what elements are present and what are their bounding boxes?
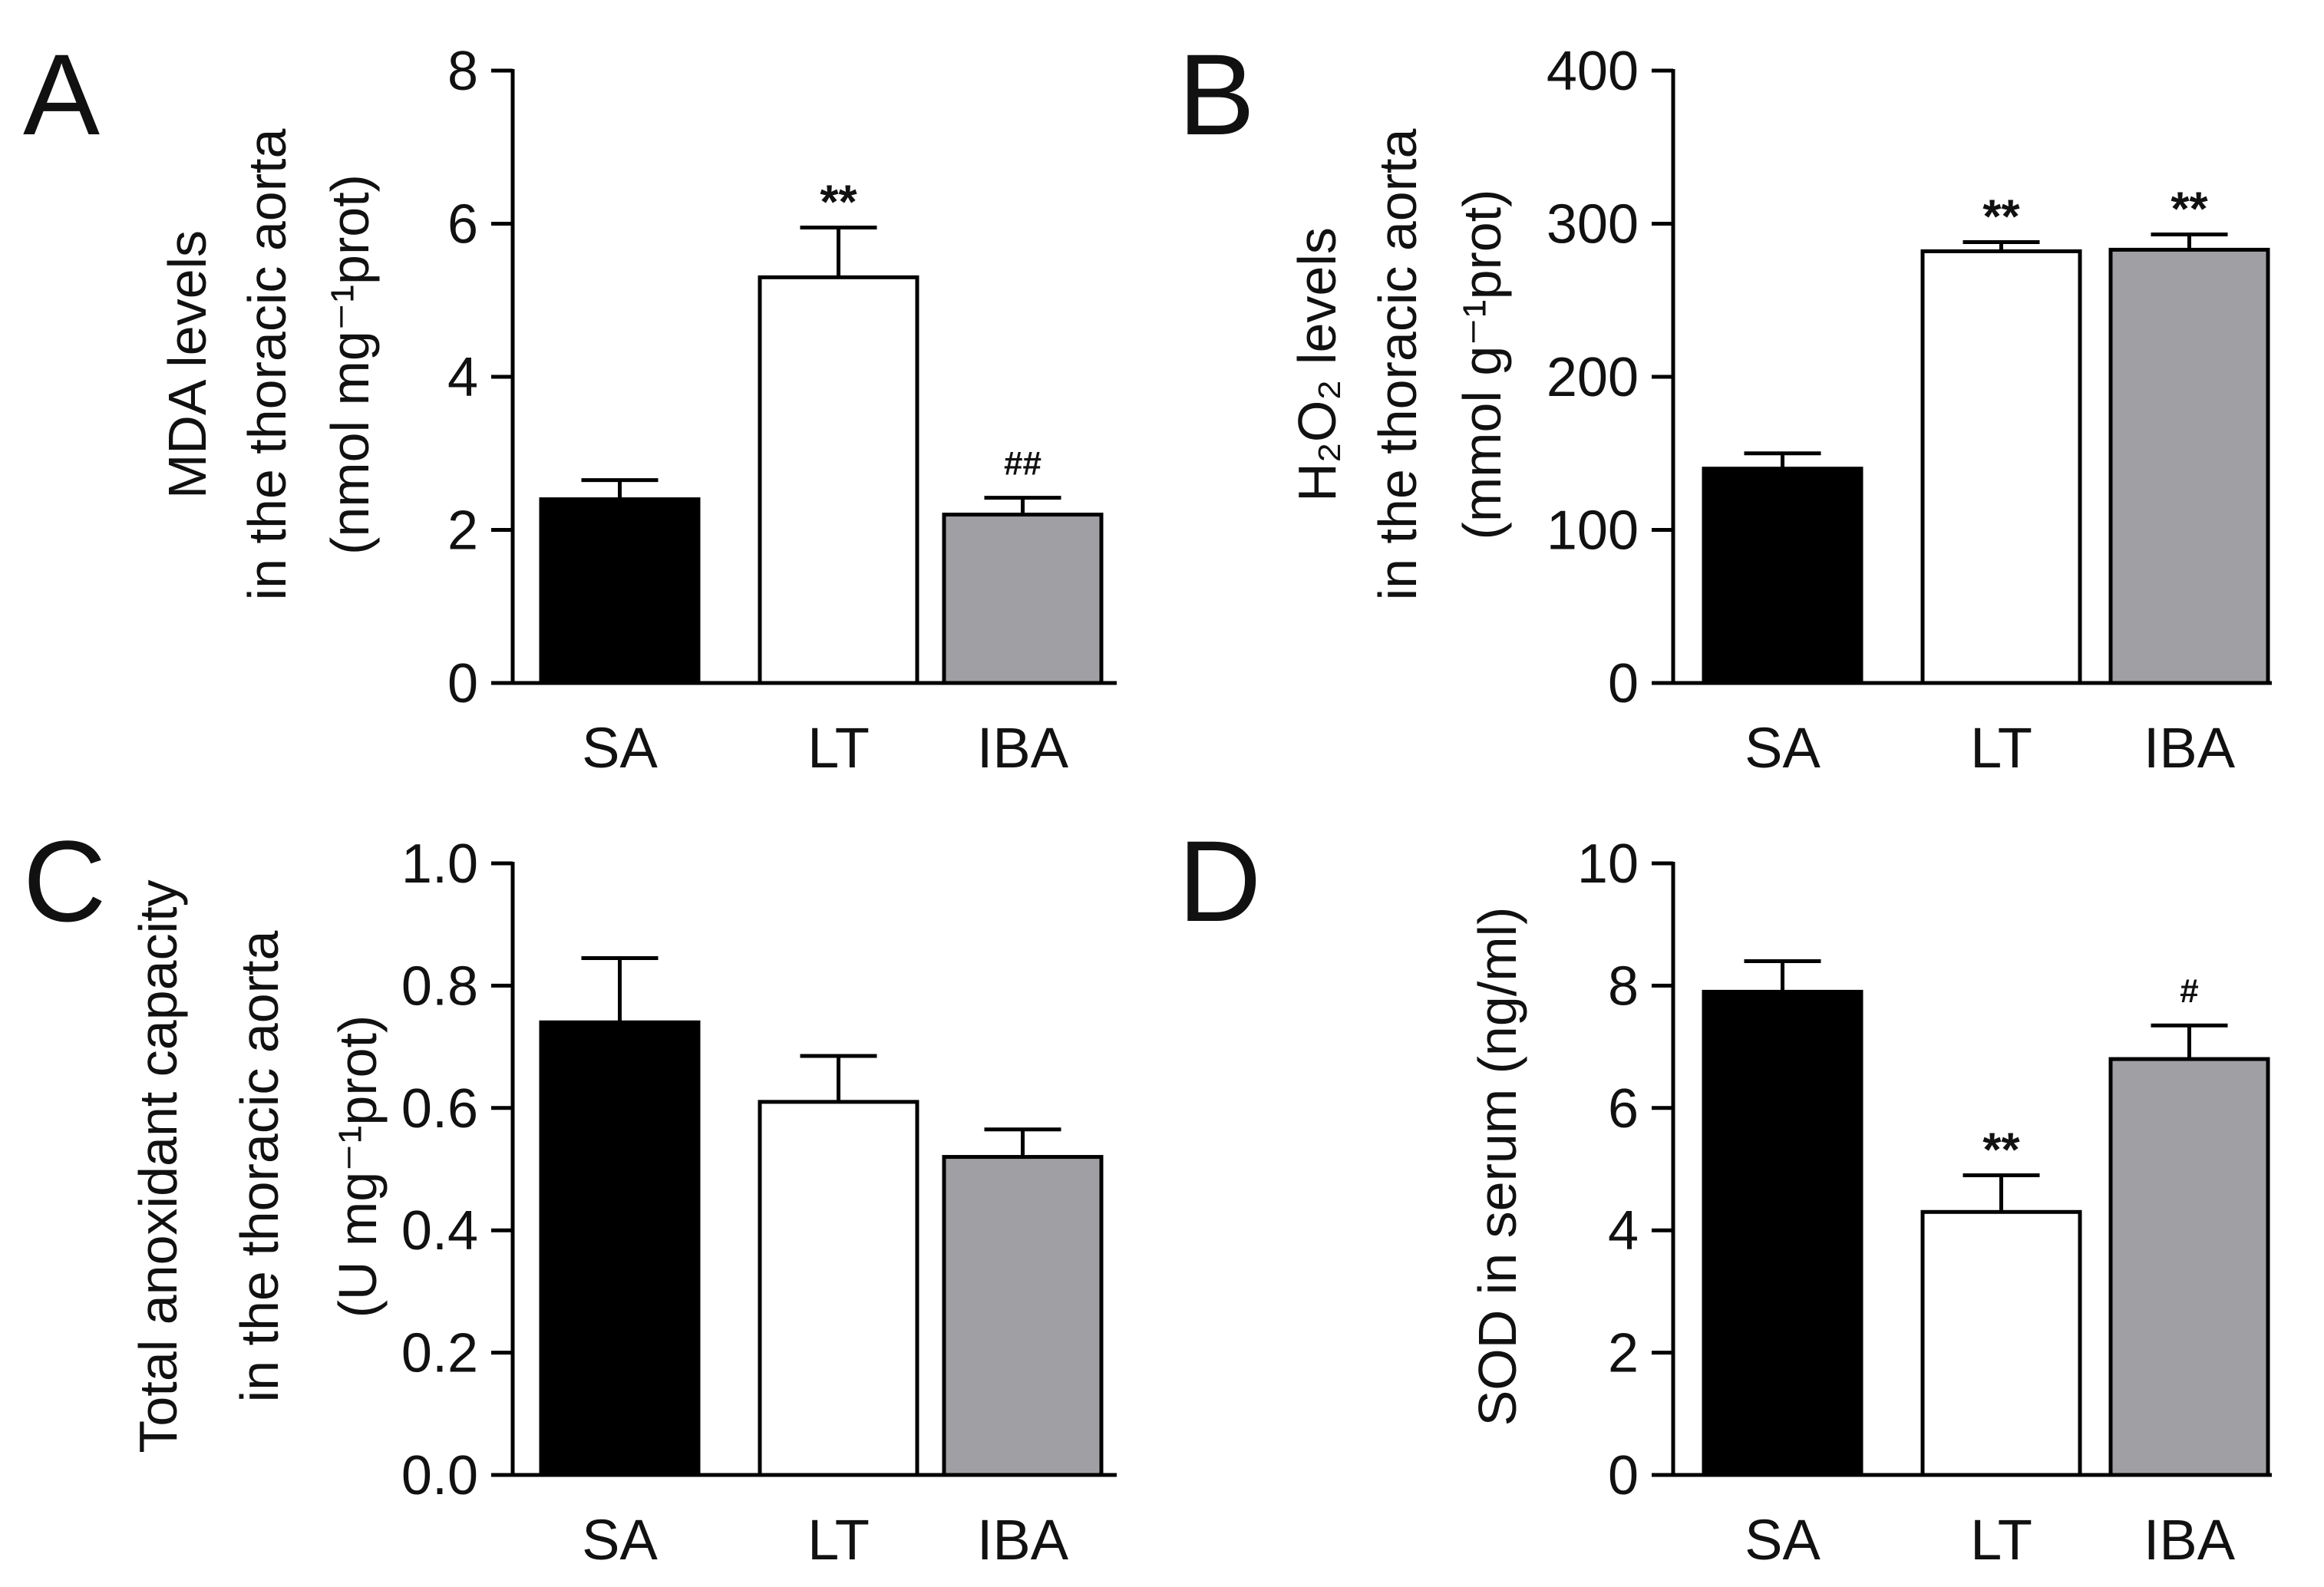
category-label-b: LT xyxy=(1970,716,2032,780)
significance-label-d: # xyxy=(2180,972,2198,1010)
bar-d-lt xyxy=(1920,1209,2082,1477)
plot-area-a: 0 2 4 6 8 SA LT ** IBA ## xyxy=(447,41,1117,780)
y-tick-label-b: 100 xyxy=(1547,500,1639,562)
ylabel-a-line-1: MDA levels xyxy=(157,230,217,499)
y-tick-label-c: 0.4 xyxy=(401,1200,478,1262)
y-tick-label-c: 0.6 xyxy=(401,1078,478,1140)
panel-b: B H₂O₂ levels in the thoracic aorta (mmo… xyxy=(1178,30,2272,780)
y-tick-label-a: 0 xyxy=(447,653,478,714)
bar-b-iba xyxy=(2108,247,2270,685)
ylabel-c-line-3: (U mg⁻¹prot) xyxy=(328,1015,388,1318)
y-tick-label-b: 300 xyxy=(1547,194,1639,256)
plot-area-b: 0 100 200 300 400 SA LT ** IBA ** xyxy=(1547,41,2272,780)
plot-area-d: 0 2 4 6 8 10 SA LT ** IBA # xyxy=(1577,833,2272,1572)
panel-d: D SOD in serum (ng/ml) 0 2 4 6 8 10 SA LT ** IBA # xyxy=(1178,817,2272,1572)
bar-d-iba xyxy=(2108,1057,2270,1477)
category-label-a: LT xyxy=(807,716,870,780)
panel-c: C Total anoxidant capacity in the thorac… xyxy=(23,817,1117,1572)
significance-label-b: ** xyxy=(2170,183,2208,236)
ylabel-b-line-3: (mmol g⁻¹prot) xyxy=(1452,190,1512,540)
y-tick-label-b: 200 xyxy=(1547,347,1639,408)
panel-letter-a: A xyxy=(23,30,100,159)
significance-label-b: ** xyxy=(1982,190,2020,243)
y-tick-label-d: 4 xyxy=(1608,1200,1639,1262)
ylabel-a-line-3: (nmol mg⁻¹prot) xyxy=(320,174,380,555)
y-tick-label-b: 0 xyxy=(1608,653,1639,714)
bar-a-iba xyxy=(942,513,1104,685)
panel-letter-d: D xyxy=(1178,817,1261,945)
plot-area-c: 0.0 0.2 0.4 0.6 0.8 1.0 SA LT IBA xyxy=(401,833,1117,1572)
category-label-b: SA xyxy=(1745,716,1821,780)
category-label-c: SA xyxy=(582,1508,658,1572)
bar-c-lt xyxy=(758,1100,919,1477)
significance-label-d: ** xyxy=(1982,1123,2020,1176)
y-tick-label-d: 10 xyxy=(1577,833,1639,895)
significance-label-a: ## xyxy=(1004,445,1042,483)
category-label-c: IBA xyxy=(977,1508,1069,1572)
bar-c-sa xyxy=(539,1020,701,1477)
ylabel-c-line-2: in the thoracic aorta xyxy=(229,931,289,1403)
y-tick-label-d: 0 xyxy=(1608,1445,1639,1506)
y-tick-label-a: 2 xyxy=(447,500,478,562)
category-label-a: SA xyxy=(582,716,658,780)
panel-letter-b: B xyxy=(1178,30,1255,159)
y-tick-label-a: 8 xyxy=(447,41,478,102)
category-label-b: IBA xyxy=(2144,716,2236,780)
ylabel-b-line-1: H₂O₂ levels xyxy=(1287,227,1347,502)
panel-a: A MDA levels in the thoracic aorta (nmol… xyxy=(23,30,1117,780)
y-tick-label-d: 8 xyxy=(1608,955,1639,1017)
ylabel-d-line-1: SOD in serum (ng/ml) xyxy=(1467,907,1527,1427)
panel-letter-c: C xyxy=(23,817,106,945)
y-tick-label-c: 1.0 xyxy=(401,833,478,895)
bar-a-sa xyxy=(539,497,701,685)
bar-a-lt xyxy=(758,275,919,685)
bar-c-iba xyxy=(942,1155,1104,1477)
y-tick-label-c: 0.0 xyxy=(401,1445,478,1506)
y-tick-label-b: 400 xyxy=(1547,41,1639,102)
ylabel-b-line-2: in the thoracic aorta xyxy=(1368,129,1428,601)
y-tick-label-d: 6 xyxy=(1608,1078,1639,1140)
y-tick-label-c: 0.8 xyxy=(401,955,478,1017)
y-tick-label-a: 6 xyxy=(447,194,478,256)
category-label-c: LT xyxy=(807,1508,870,1572)
category-label-d: IBA xyxy=(2144,1508,2236,1572)
bar-b-lt xyxy=(1920,249,2082,685)
significance-label-a: ** xyxy=(820,176,857,229)
bar-b-sa xyxy=(1702,467,1863,685)
category-label-d: SA xyxy=(1745,1508,1821,1572)
y-tick-label-a: 4 xyxy=(447,347,478,408)
bar-d-sa xyxy=(1702,989,1863,1477)
y-tick-label-d: 2 xyxy=(1608,1323,1639,1384)
category-label-a: IBA xyxy=(977,716,1069,780)
category-label-d: LT xyxy=(1970,1508,2032,1572)
ylabel-c-line-1: Total anoxidant capacity xyxy=(128,879,188,1453)
ylabel-a-line-2: in the thoracic aorta xyxy=(237,129,297,601)
y-tick-label-c: 0.2 xyxy=(401,1323,478,1384)
